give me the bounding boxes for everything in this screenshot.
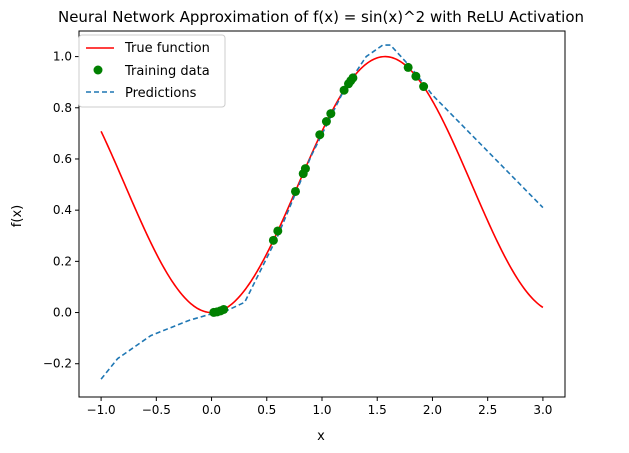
training-data-point (268, 235, 278, 245)
x-tick-label: 0.0 (202, 403, 221, 417)
y-tick-label: 1.0 (53, 50, 72, 64)
training-data-point (419, 82, 429, 92)
x-tick-label: 3.0 (533, 403, 552, 417)
legend-predictions-label: Predictions (125, 86, 197, 101)
y-axis-label: f(x) (10, 205, 25, 227)
training-data-point (290, 186, 300, 196)
y-tick-label: 0.6 (53, 152, 72, 166)
x-tick-label: 1.5 (368, 403, 387, 417)
training-data-point (348, 73, 358, 83)
y-tick-label: −0.2 (43, 357, 72, 371)
legend: True function Training data Predictions (78, 34, 226, 108)
training-data-point (300, 164, 310, 174)
x-tick-label: −1.0 (87, 403, 116, 417)
legend-frame (78, 34, 226, 108)
x-tick-label: 2.0 (423, 403, 442, 417)
training-data-point (339, 85, 349, 95)
x-tick-label: 1.0 (312, 403, 331, 417)
legend-true-function-label: True function (124, 41, 210, 56)
training-data-point (403, 62, 413, 72)
legend-training-data-label: Training data (124, 64, 210, 79)
training-data-point (321, 117, 331, 127)
y-tick-label: 0.2 (53, 254, 72, 268)
x-tick-label: 2.5 (478, 403, 497, 417)
training-data-point (326, 109, 336, 119)
x-tick-label: −0.5 (142, 403, 171, 417)
training-data-point (411, 71, 421, 81)
y-tick-label: 0.4 (53, 203, 72, 217)
plot-area: −1.0 −0.5 0.0 0.5 1.0 1.5 2.0 2.5 3.0 −0.2 0.0 0.2 0… (43, 30, 566, 417)
x-axis-label: x (317, 429, 325, 444)
y-tick-label: 0.0 (53, 306, 72, 320)
x-tick-label: 0.5 (257, 403, 276, 417)
training-data-point (219, 304, 229, 314)
legend-training-data-swatch (93, 65, 103, 75)
y-tick-label: 0.8 (53, 101, 72, 115)
chart-title: Neural Network Approximation of f(x) = s… (58, 8, 584, 26)
training-data-point (315, 130, 325, 140)
training-data-point (273, 226, 283, 236)
